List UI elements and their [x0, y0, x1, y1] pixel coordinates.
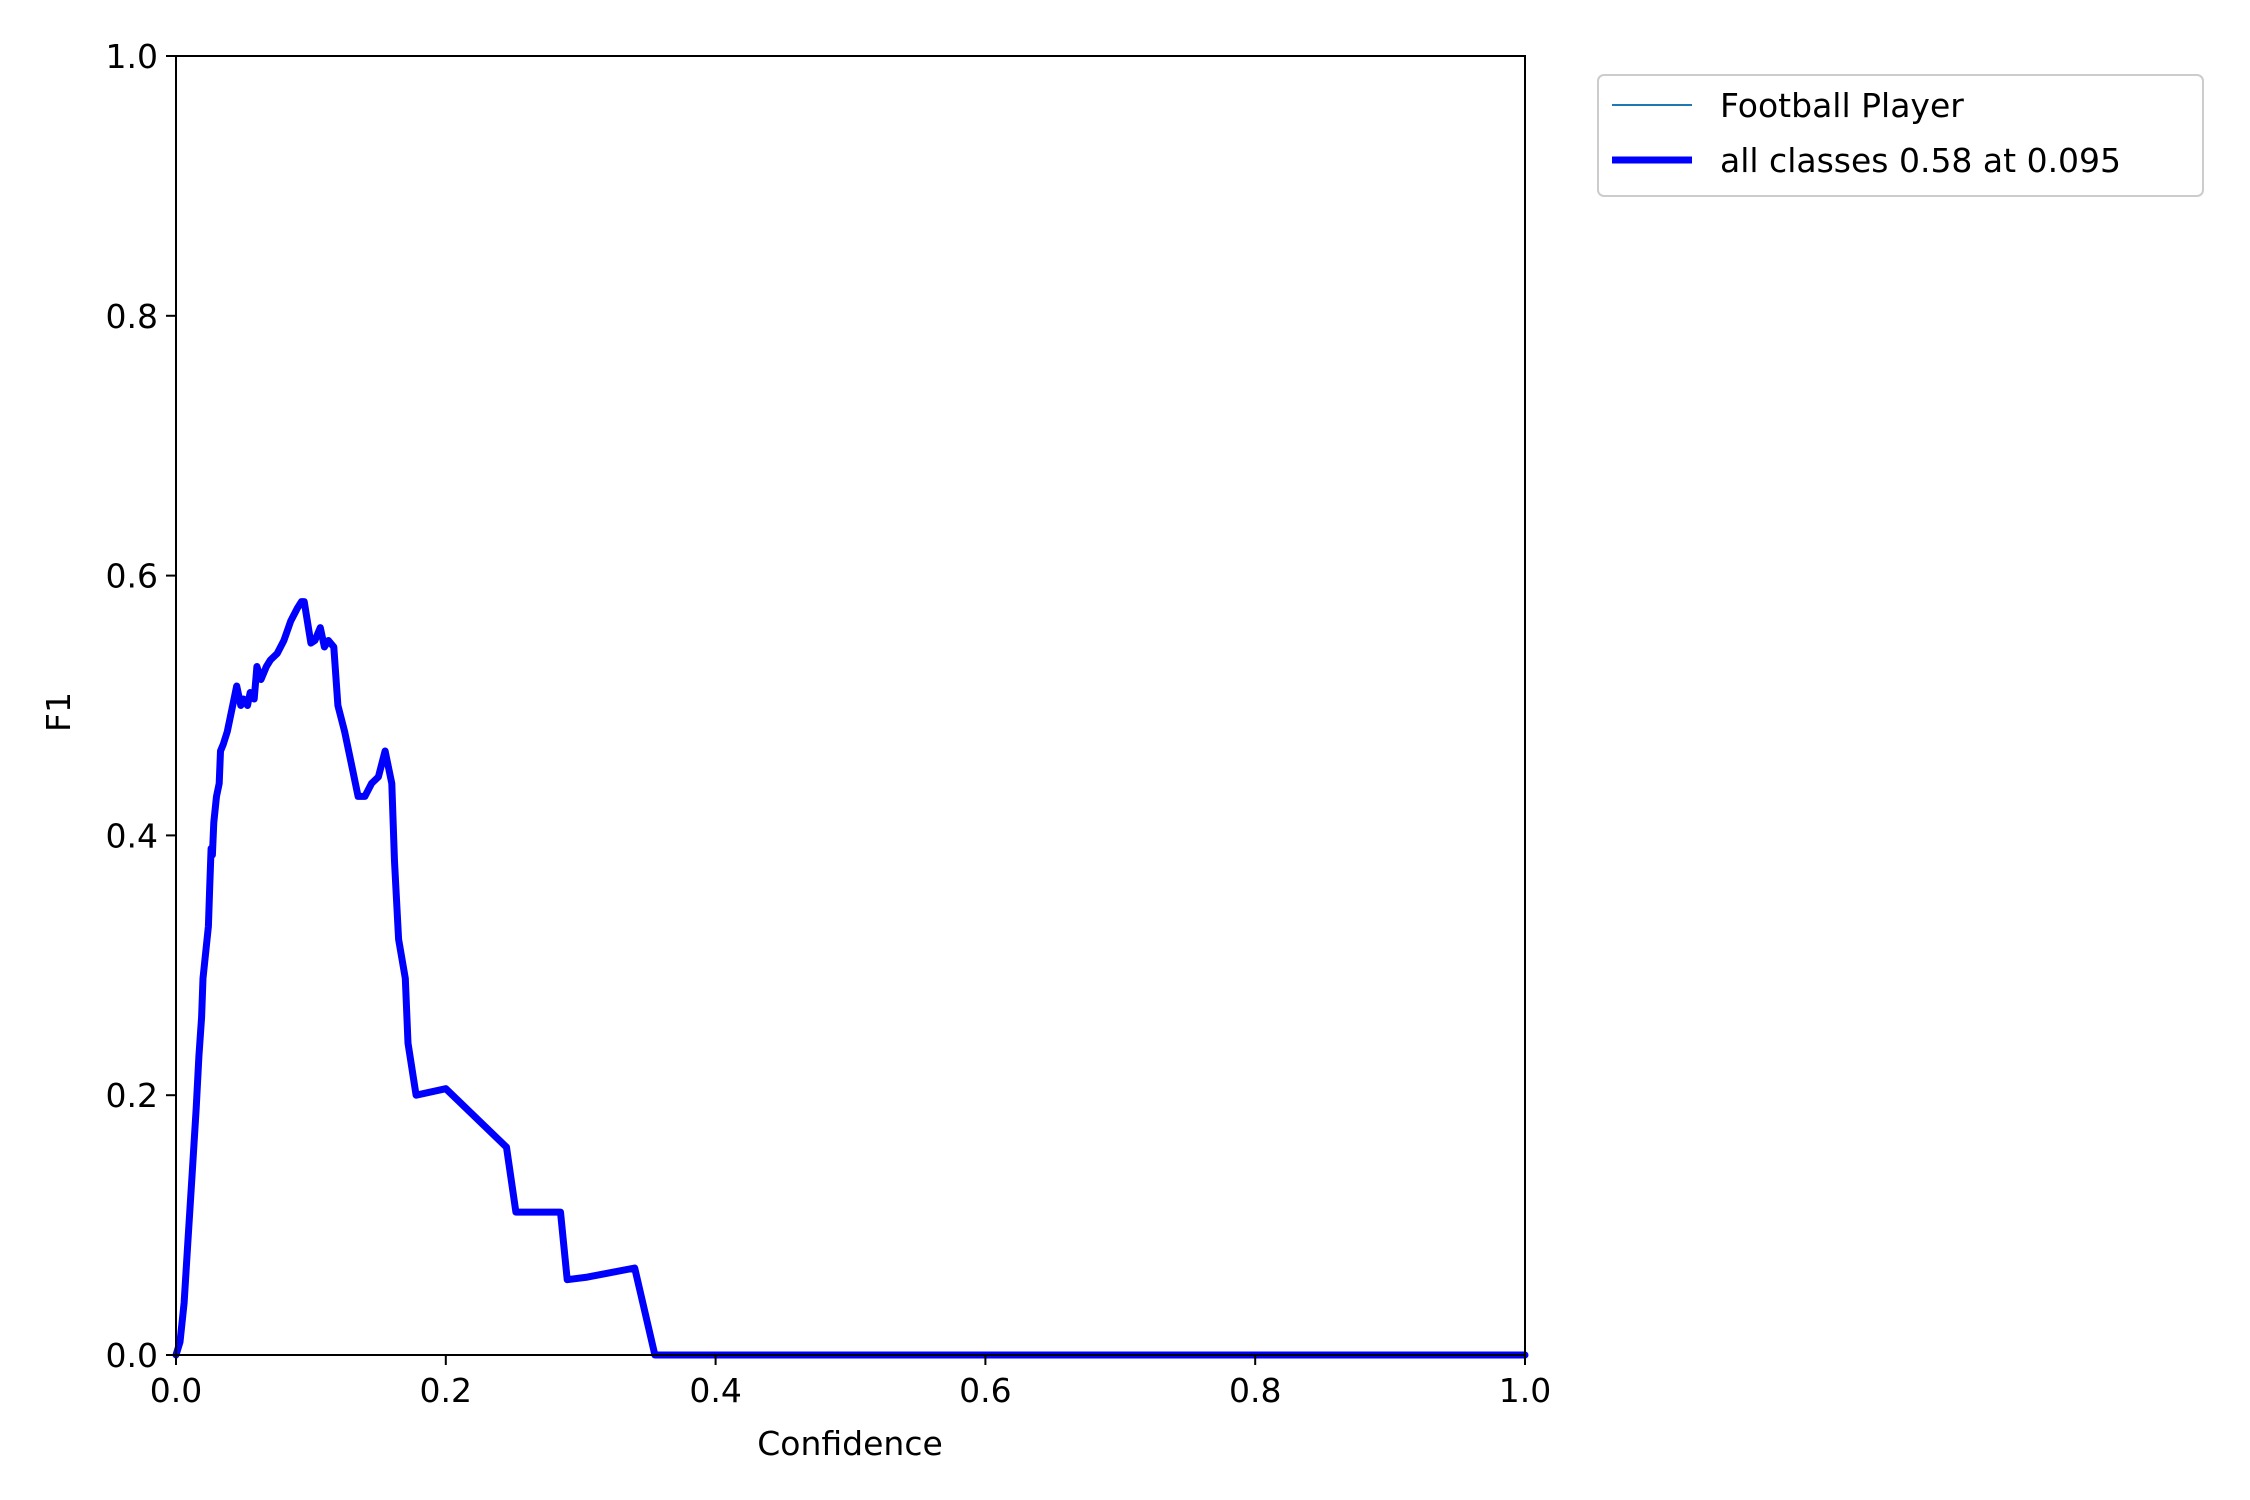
y-tick-label: 0.8 — [106, 297, 158, 336]
plot-background — [176, 56, 1525, 1355]
series-line-2 — [172, 598, 1529, 1359]
axes-layer: 0.0 0.2 0.4 0.6 0.8 1.0 0.0 0.2 0.4 0.6 0.8 1.0 — [106, 37, 1552, 1410]
legend-box — [1597, 74, 2204, 197]
x-tick-label: 1.0 — [1499, 1371, 1551, 1410]
y-tick-label: 1.0 — [106, 37, 158, 76]
legend-label-1: Football Player — [1720, 86, 1964, 125]
plot-area — [176, 56, 1525, 1355]
y-tick-label: 0.2 — [106, 1076, 158, 1115]
x-axis-label: Confidence — [757, 1424, 943, 1463]
y-axis-label: F1 — [39, 692, 78, 732]
y-tick-label: 0.0 — [106, 1336, 158, 1375]
x-tick-label: 0.8 — [1229, 1371, 1281, 1410]
x-tick-label: 0.6 — [959, 1371, 1011, 1410]
legend: Football Player all classes 0.58 at 0.095 — [1597, 74, 2204, 197]
y-tick-label: 0.6 — [106, 557, 158, 596]
y-tick-label: 0.4 — [106, 816, 158, 855]
legend-label-2: all classes 0.58 at 0.095 — [1720, 141, 2121, 180]
axes-frame — [175, 55, 1526, 1356]
x-tick-label: 0.2 — [420, 1371, 472, 1410]
x-tick-label: 0.0 — [150, 1371, 202, 1410]
x-tick-label: 0.4 — [689, 1371, 741, 1410]
series-layer — [172, 598, 1529, 1359]
